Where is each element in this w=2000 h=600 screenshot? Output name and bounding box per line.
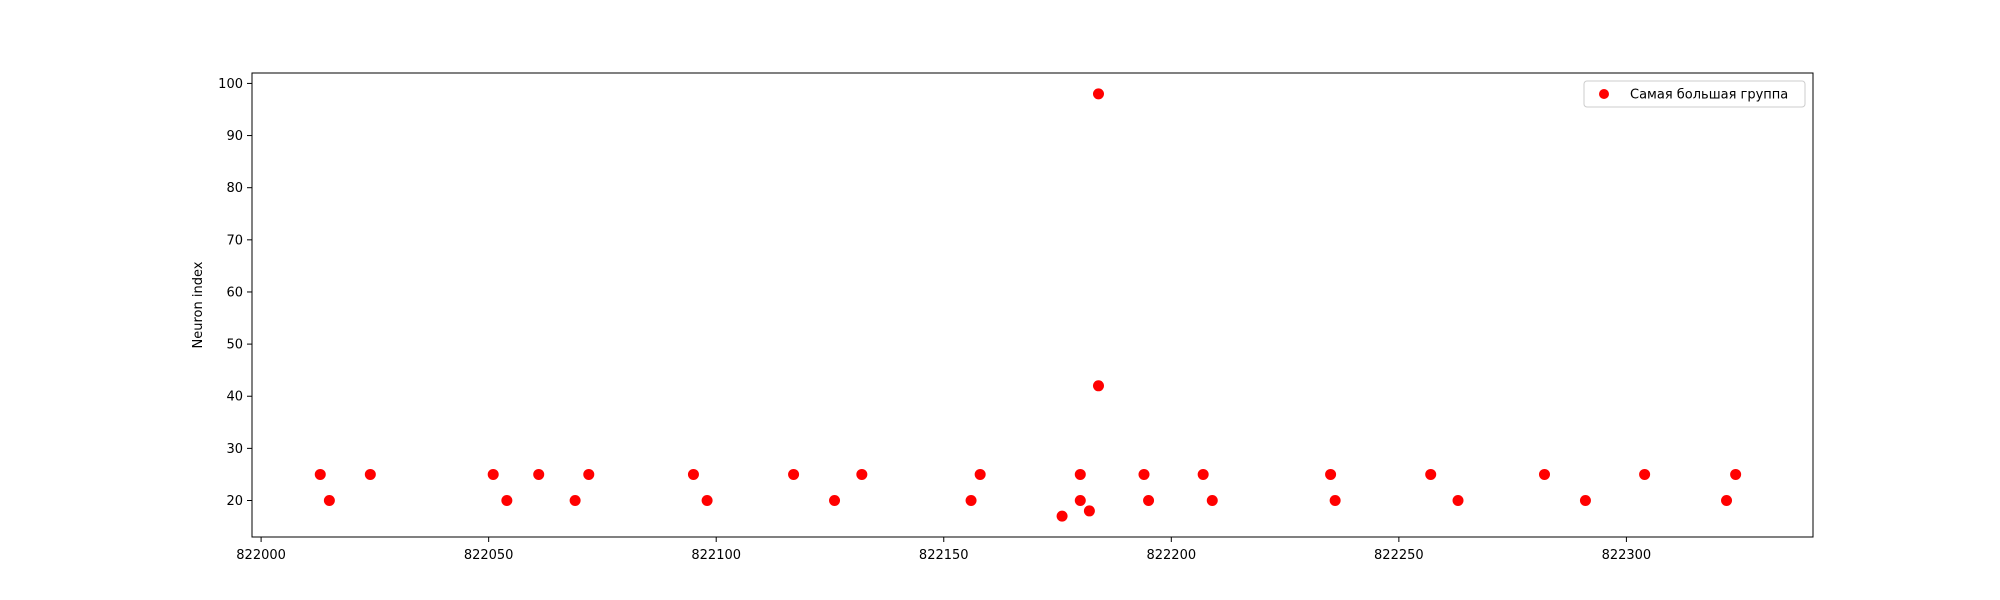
data-point: [1197, 468, 1209, 480]
data-point: [314, 468, 326, 480]
y-tick-label: 40: [226, 390, 243, 405]
data-point: [569, 495, 581, 507]
data-point: [487, 468, 499, 480]
y-tick-label: 100: [218, 77, 243, 92]
x-tick-label: 822050: [464, 548, 514, 563]
y-tick-label: 70: [226, 233, 243, 248]
data-point: [1143, 495, 1155, 507]
y-tick-label: 80: [226, 181, 243, 196]
y-tick-label: 20: [226, 494, 243, 509]
x-tick-label: 822250: [1374, 548, 1424, 563]
data-point: [533, 468, 545, 480]
data-point: [1083, 505, 1095, 517]
points-layer: [314, 88, 1742, 522]
x-tick-label: 822000: [236, 548, 286, 563]
data-point: [1056, 510, 1068, 522]
y-tick-label: 30: [226, 442, 243, 457]
y-axis-label: Neuron index: [191, 261, 206, 348]
legend-box: [1583, 80, 1806, 108]
data-point: [687, 468, 699, 480]
data-point: [1092, 380, 1104, 392]
y-tick-label: 50: [226, 338, 243, 353]
data-point: [829, 495, 841, 507]
data-point: [1329, 495, 1341, 507]
data-point: [323, 495, 335, 507]
legend-label: Самая большая группа: [1630, 88, 1788, 103]
data-point: [1074, 495, 1086, 507]
y-tick-label: 90: [226, 129, 243, 144]
data-point: [856, 468, 868, 480]
data-point: [1579, 495, 1591, 507]
data-point: [1092, 88, 1104, 100]
x-tick-label: 822200: [1146, 548, 1196, 563]
data-point: [701, 495, 713, 507]
data-point: [1721, 495, 1733, 507]
y-axis-ticks: 20 30 40 50 60 70 80 90 100: [218, 77, 252, 509]
legend-marker: [1599, 89, 1609, 99]
legend: Самая большая группа: [1583, 80, 1806, 108]
data-point: [1425, 468, 1437, 480]
data-point: [364, 468, 376, 480]
data-point: [1730, 468, 1742, 480]
x-axis-ticks: 822000 822050 822100 822150 822200 822250 8223…: [236, 537, 1651, 563]
data-point: [974, 468, 986, 480]
data-point: [965, 495, 977, 507]
x-tick-label: 822100: [691, 548, 741, 563]
x-tick-label: 822150: [919, 548, 969, 563]
x-tick-label: 822300: [1602, 548, 1652, 563]
data-point: [1206, 495, 1218, 507]
data-point: [788, 468, 800, 480]
data-point: [1074, 468, 1086, 480]
data-point: [1639, 468, 1651, 480]
data-point: [1452, 495, 1464, 507]
data-point: [501, 495, 513, 507]
data-point: [1325, 468, 1337, 480]
plot-area-frame: [251, 72, 1814, 538]
data-point: [1538, 468, 1550, 480]
y-tick-label: 60: [226, 285, 243, 300]
data-point: [1138, 468, 1150, 480]
data-point: [583, 468, 595, 480]
